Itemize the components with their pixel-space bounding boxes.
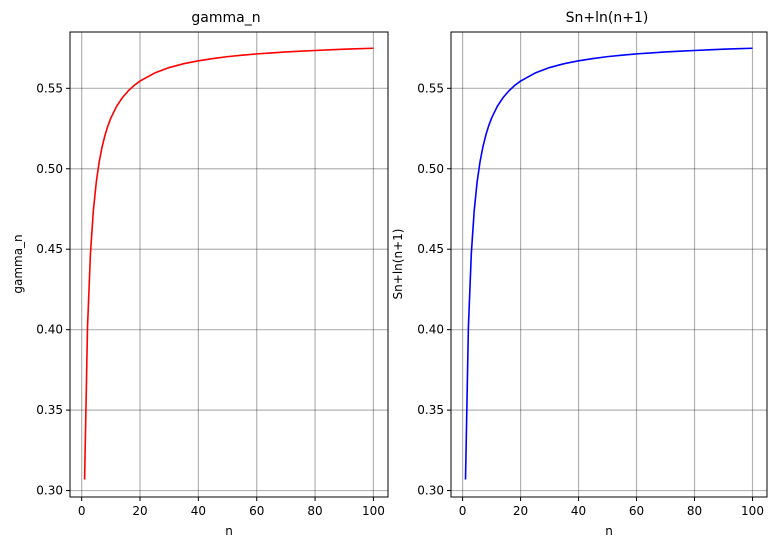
right-y-tick-label: 0.45 [417, 242, 444, 256]
left-x-tick-label: 100 [362, 504, 385, 518]
right-plot-lines [464, 47, 753, 480]
left-y-ticks: 0.30 0.35 0.40 0.45 0.50 0.55 [36, 81, 70, 498]
left-y-tick-label: 0.30 [36, 484, 63, 498]
right-y-tick-label: 0.35 [417, 403, 444, 417]
right-plot-frame [450, 31, 768, 498]
subplot-right: Sn+ln(n+1) 0 20 40 60 80 100 0.30 0.35 0.40 0.45… [391, 10, 768, 538]
left-x-tick-label: 60 [249, 504, 264, 518]
right-gridlines [451, 32, 767, 497]
left-plot-lines [83, 47, 374, 480]
right-y-axis-label: Sn+ln(n+1) [391, 229, 405, 300]
left-y-tick-label: 0.35 [36, 403, 63, 417]
left-x-tick-label: 40 [191, 504, 206, 518]
right-x-tick-label: 20 [513, 504, 528, 518]
left-x-tick-label: 20 [132, 504, 147, 518]
right-x-tick-label: 80 [687, 504, 702, 518]
right-x-tick-label: 40 [571, 504, 586, 518]
left-x-axis-label: n [225, 524, 233, 538]
right-x-axis-label: n [605, 524, 613, 538]
left-y-tick-label: 0.50 [36, 162, 63, 176]
left-series-line [83, 47, 374, 480]
left-chart-title: gamma_n [191, 10, 260, 26]
right-x-tick-label: 60 [629, 504, 644, 518]
left-y-tick-label: 0.55 [36, 81, 63, 95]
left-x-tick-label: 0 [78, 504, 86, 518]
right-x-tick-label: 100 [741, 504, 764, 518]
left-y-tick-label: 0.40 [36, 323, 63, 337]
right-y-ticks: 0.30 0.35 0.40 0.45 0.50 0.55 [417, 81, 451, 498]
right-y-tick-label: 0.40 [417, 323, 444, 337]
right-y-tick-label: 0.50 [417, 162, 444, 176]
right-y-tick-label: 0.55 [417, 81, 444, 95]
right-series-line [464, 47, 753, 480]
right-x-tick-label: 0 [459, 504, 467, 518]
left-y-tick-label: 0.45 [36, 242, 63, 256]
left-x-ticks: 0 20 40 60 80 100 [78, 497, 385, 518]
right-y-tick-label: 0.30 [417, 484, 444, 498]
right-x-ticks: 0 20 40 60 80 100 [459, 497, 764, 518]
subplot-left: gamma_n 0 20 40 60 80 100 0.30 0.35 0.40 0.45 0.5… [11, 10, 389, 538]
left-x-tick-label: 80 [307, 504, 322, 518]
left-plot-frame [69, 31, 389, 498]
left-gridlines [70, 32, 388, 497]
right-chart-title: Sn+ln(n+1) [566, 10, 649, 26]
left-y-axis-label: gamma_n [11, 234, 25, 293]
